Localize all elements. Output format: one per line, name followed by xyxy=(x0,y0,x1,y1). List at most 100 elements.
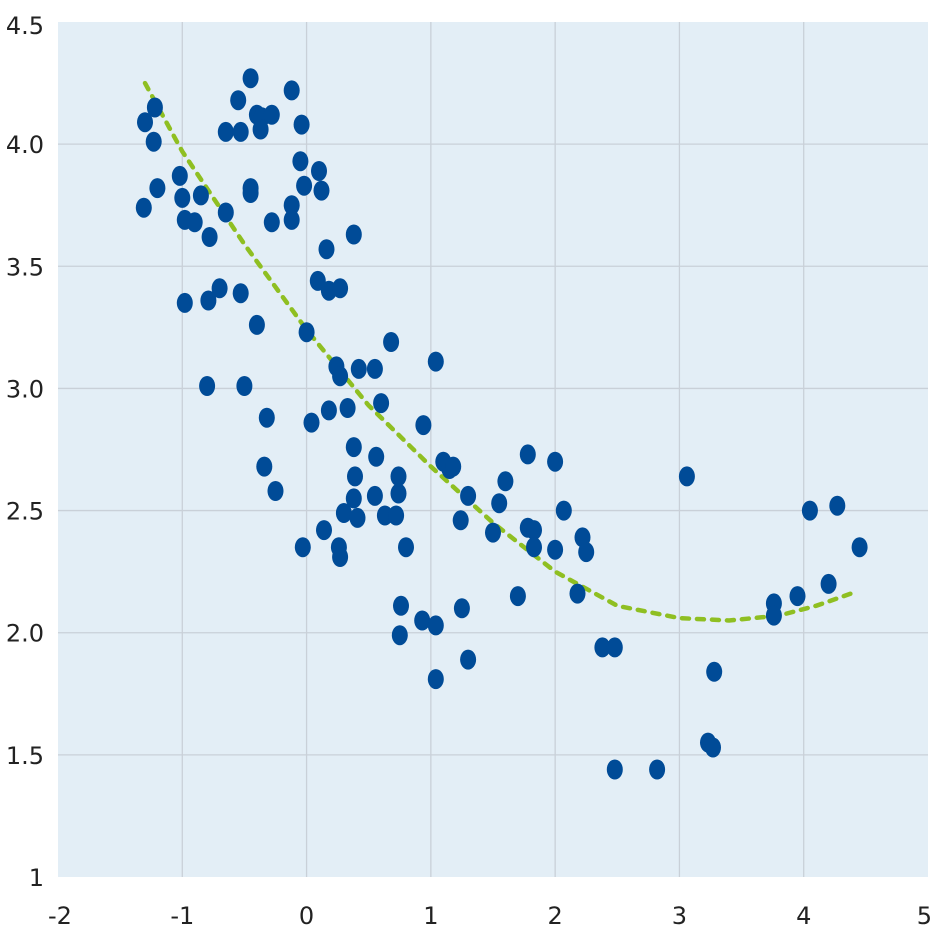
y-tick-label: 3.5 xyxy=(6,253,44,281)
data-point xyxy=(485,522,501,543)
data-point xyxy=(460,649,477,670)
data-point xyxy=(320,400,337,421)
data-point xyxy=(263,212,280,233)
data-point xyxy=(349,507,366,528)
data-point xyxy=(145,131,162,152)
data-point xyxy=(526,537,542,558)
data-point xyxy=(252,119,269,140)
x-tick-label: 5 xyxy=(917,902,932,930)
data-point xyxy=(427,351,444,372)
x-tick-label: 2 xyxy=(548,902,563,930)
data-point xyxy=(427,615,444,636)
data-point xyxy=(445,456,462,477)
data-point xyxy=(820,573,837,594)
data-point xyxy=(555,500,572,521)
data-point xyxy=(283,195,300,216)
data-point xyxy=(313,180,330,201)
data-point xyxy=(232,283,249,304)
data-point xyxy=(350,358,367,379)
data-point xyxy=(789,586,806,607)
data-point xyxy=(526,520,542,541)
y-tick-label: 4.5 xyxy=(6,12,44,40)
data-point xyxy=(649,759,666,780)
data-point xyxy=(383,332,400,352)
data-point xyxy=(137,112,153,133)
data-point xyxy=(345,437,362,458)
data-point xyxy=(199,376,216,396)
y-tick-label: 4.0 xyxy=(6,131,44,159)
x-tick-label: -1 xyxy=(170,902,194,930)
data-point xyxy=(414,610,431,631)
data-point xyxy=(217,121,234,142)
x-tick-label: 4 xyxy=(796,902,811,930)
x-tick-label: 1 xyxy=(423,902,438,930)
data-point xyxy=(294,537,311,558)
data-point xyxy=(829,495,846,516)
data-point xyxy=(453,598,470,619)
data-point xyxy=(316,520,332,541)
plot-area xyxy=(58,22,928,877)
data-point xyxy=(390,466,407,487)
data-point xyxy=(217,202,234,223)
x-tick-label: 3 xyxy=(672,902,687,930)
data-point xyxy=(267,481,284,501)
data-point xyxy=(258,407,275,428)
x-axis-ticks: -2 -1 0 1 2 3 4 5 xyxy=(48,902,932,930)
data-point xyxy=(248,314,265,335)
data-point xyxy=(373,393,390,414)
data-point xyxy=(232,121,249,142)
data-point xyxy=(332,278,349,299)
data-point xyxy=(366,358,383,379)
data-point xyxy=(201,227,218,247)
data-point xyxy=(390,483,407,504)
x-tick-label: -2 xyxy=(48,902,72,930)
data-point xyxy=(211,278,228,299)
data-point xyxy=(332,547,349,567)
data-point xyxy=(452,510,469,531)
y-tick-label: 2.0 xyxy=(6,620,44,648)
data-point xyxy=(335,503,352,523)
data-point xyxy=(391,625,408,646)
x-tick-label: 0 xyxy=(299,902,314,930)
data-point xyxy=(519,444,536,465)
y-axis-ticks: 1 1.5 2.0 2.5 3.0 3.5 4.0 4.5 xyxy=(6,12,44,892)
data-point xyxy=(311,161,327,181)
data-point xyxy=(339,398,356,418)
data-point xyxy=(192,185,209,206)
data-point xyxy=(366,485,383,506)
data-point xyxy=(200,290,217,311)
data-point xyxy=(345,224,362,245)
data-point xyxy=(569,583,586,604)
y-tick-label: 1.5 xyxy=(6,742,44,770)
data-point xyxy=(303,412,320,433)
data-point xyxy=(292,151,309,172)
data-point xyxy=(149,178,166,199)
data-point xyxy=(236,376,253,396)
data-point xyxy=(242,183,259,203)
data-point xyxy=(256,456,273,477)
y-tick-label: 3.0 xyxy=(6,375,44,403)
data-point xyxy=(347,466,363,487)
data-point xyxy=(263,104,280,125)
data-point xyxy=(415,415,432,436)
data-point xyxy=(230,90,247,111)
data-point xyxy=(393,595,409,616)
data-point xyxy=(296,175,313,196)
data-point xyxy=(135,197,152,218)
data-point xyxy=(376,505,393,526)
data-point xyxy=(388,505,405,526)
data-point xyxy=(606,637,623,658)
data-points xyxy=(135,68,868,780)
data-point xyxy=(491,493,508,514)
data-point xyxy=(293,114,310,135)
data-point xyxy=(174,187,191,208)
data-point xyxy=(309,270,326,291)
data-point xyxy=(146,97,163,118)
data-point xyxy=(186,212,203,233)
data-point xyxy=(171,165,188,186)
data-point xyxy=(509,586,526,607)
data-point xyxy=(368,446,385,467)
data-point xyxy=(298,322,315,343)
data-point xyxy=(242,68,259,89)
